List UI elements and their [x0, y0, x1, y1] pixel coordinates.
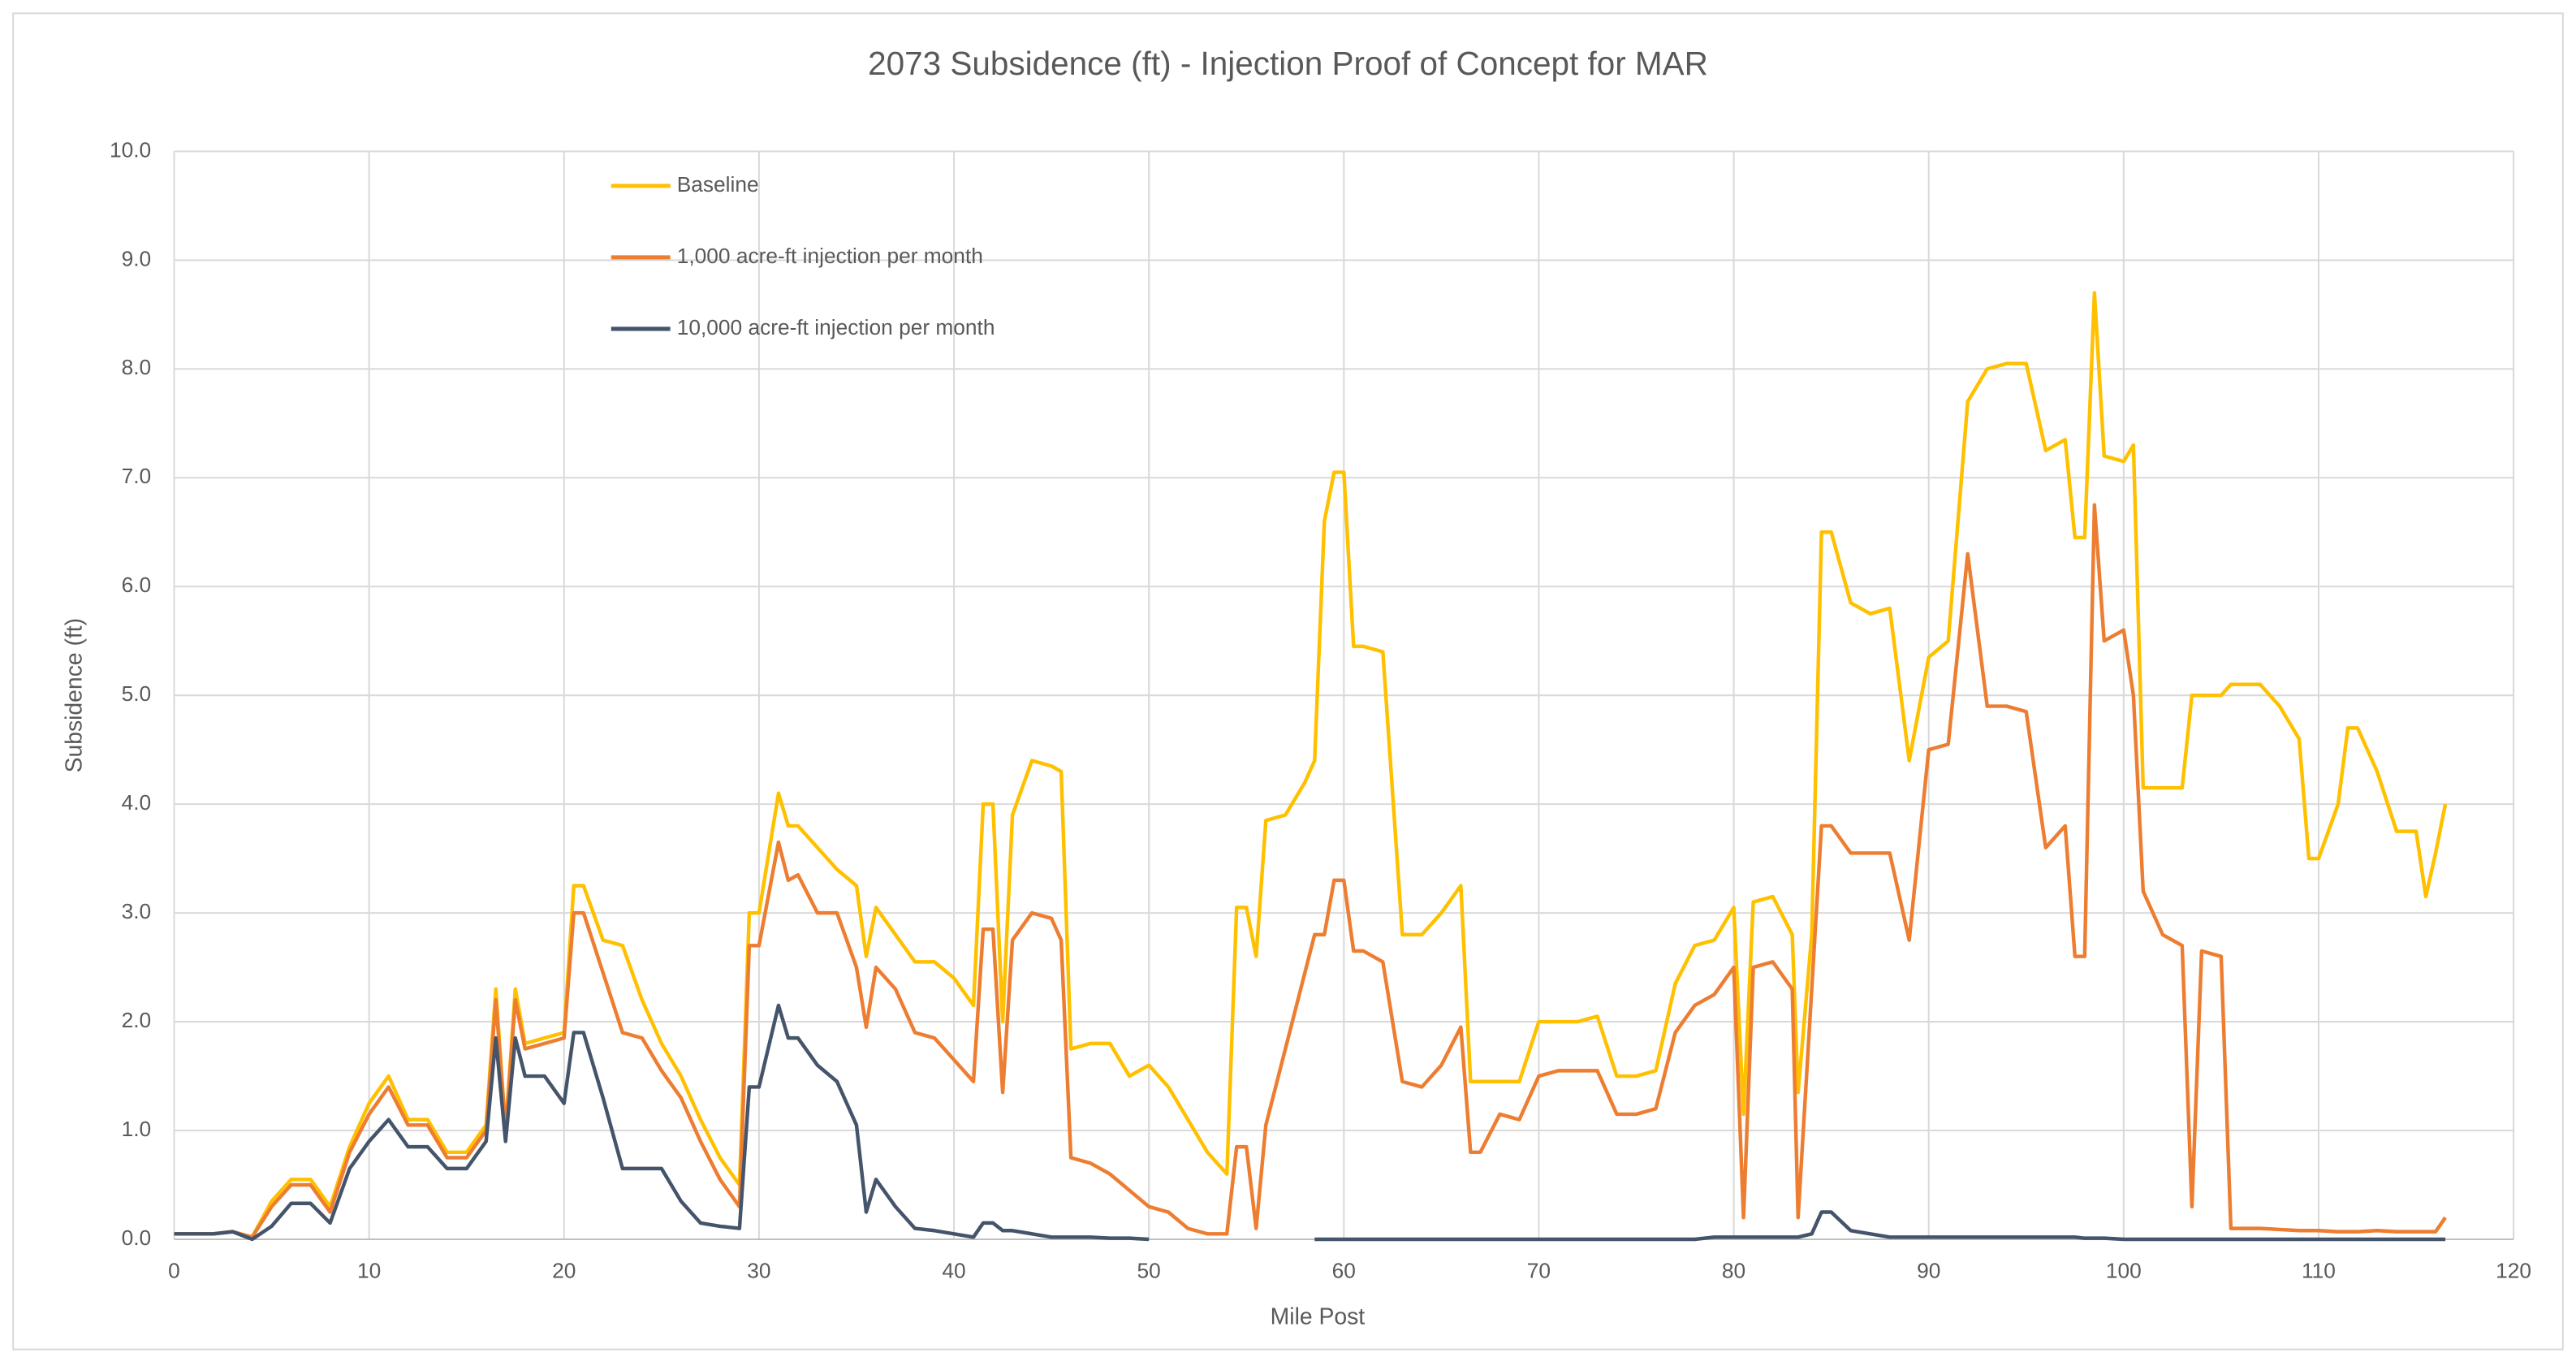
x-tick-label: 100: [2106, 1258, 2142, 1282]
series-line: [174, 503, 2447, 1239]
y-tick-label: 2.0: [122, 1008, 152, 1032]
x-tick-label: 80: [1722, 1258, 1745, 1282]
series-line: [174, 291, 2448, 1239]
legend-label: 10,000 acre-ft injection per month: [677, 315, 995, 339]
x-tick-label: 40: [942, 1258, 965, 1282]
y-tick-label: 8.0: [122, 355, 152, 379]
y-tick-label: 3.0: [122, 899, 152, 923]
chart-frame: [12, 12, 2564, 1351]
y-axis-label: Subsidence (ft): [62, 618, 88, 773]
x-tick-label: 30: [747, 1258, 770, 1282]
x-tick-label: 0: [168, 1258, 180, 1282]
y-tick-label: 0.0: [122, 1226, 152, 1250]
y-tick-label: 6.0: [122, 573, 152, 597]
y-tick-label: 7.0: [122, 464, 152, 488]
x-tick-label: 60: [1332, 1258, 1356, 1282]
x-tick-label: 120: [2496, 1258, 2531, 1282]
x-tick-label: 110: [2302, 1258, 2336, 1282]
x-tick-label: 70: [1527, 1258, 1551, 1282]
x-tick-label: 20: [552, 1258, 576, 1282]
x-tick-label: 90: [1917, 1258, 1940, 1282]
y-tick-label: 9.0: [122, 246, 152, 270]
x-tick-label: 50: [1137, 1258, 1161, 1282]
series-line: [174, 1003, 2446, 1242]
y-tick-label: 10.0: [110, 137, 151, 162]
y-tick-label: 1.0: [122, 1117, 152, 1141]
y-tick-label: 5.0: [122, 681, 152, 706]
legend-label: Baseline: [677, 172, 759, 197]
x-axis-label: Mile Post: [1271, 1304, 1366, 1330]
y-tick-label: 4.0: [122, 790, 152, 815]
legend-label: 1,000 acre-ft injection per month: [677, 244, 983, 268]
x-tick-label: 10: [357, 1258, 381, 1282]
chart-title: 2073 Subsidence (ft) - Injection Proof o…: [868, 45, 1708, 82]
